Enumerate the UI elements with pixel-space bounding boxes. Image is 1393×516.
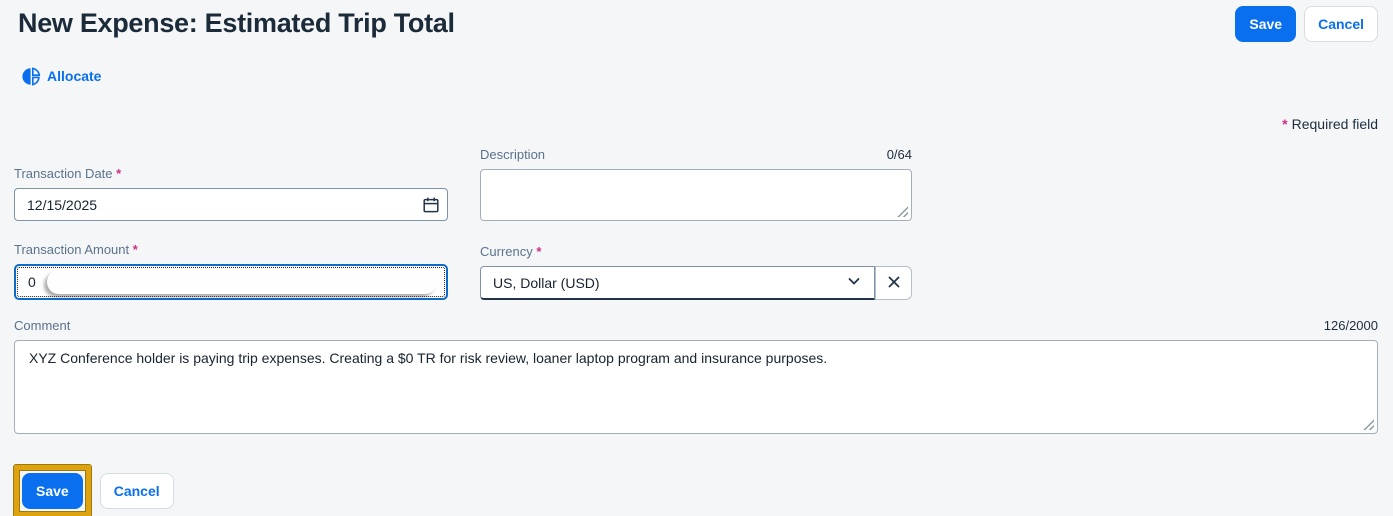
required-asterisk: *	[132, 242, 138, 257]
pie-chart-icon	[22, 66, 41, 86]
required-asterisk: *	[536, 244, 542, 259]
calendar-icon[interactable]	[422, 196, 440, 214]
cancel-button[interactable]: Cancel	[1304, 6, 1378, 42]
form-row-2: Transaction Amount * Currency * US, Doll…	[14, 239, 1378, 300]
form-footer: Save Cancel	[14, 465, 1378, 516]
resize-handle-icon[interactable]	[1363, 419, 1374, 430]
save-button[interactable]: Save	[1235, 6, 1297, 42]
comment-label: Comment	[14, 318, 71, 333]
description-textarea[interactable]	[481, 170, 911, 220]
currency-clear-button[interactable]	[875, 266, 912, 300]
currency-field: Currency * US, Dollar (USD)	[480, 241, 912, 300]
header-actions: Save Cancel	[1235, 6, 1378, 42]
resize-handle-icon[interactable]	[897, 206, 908, 217]
comment-field: Comment 126/2000 XYZ Conference holder i…	[14, 315, 1378, 434]
currency-select[interactable]: US, Dollar (USD)	[480, 266, 875, 300]
required-asterisk: *	[1282, 116, 1288, 132]
comment-char-counter: 126/2000	[1323, 318, 1378, 333]
description-label: Description	[480, 147, 546, 162]
transaction-date-label: Transaction Date *	[14, 166, 122, 181]
allocate-label: Allocate	[47, 68, 102, 84]
footer-save-button[interactable]: Save	[22, 473, 83, 509]
transaction-amount-label: Transaction Amount *	[14, 242, 138, 257]
save-highlight-box: Save	[14, 465, 91, 516]
currency-label: Currency *	[480, 244, 542, 259]
chevron-down-icon	[846, 273, 862, 292]
page-title: New Expense: Estimated Trip Total	[18, 8, 455, 38]
clear-x-icon	[886, 274, 902, 293]
transaction-amount-field: Transaction Amount *	[14, 239, 448, 300]
transaction-amount-input[interactable]	[16, 266, 446, 298]
form-row-1: Transaction Date * Description 0/64	[14, 144, 1378, 221]
comment-textarea[interactable]: XYZ Conference holder is paying trip exp…	[15, 341, 1377, 433]
currency-value: US, Dollar (USD)	[493, 274, 600, 291]
required-note-text: Required field	[1291, 116, 1378, 132]
transaction-date-input[interactable]	[14, 188, 448, 221]
required-field-note: * Required field	[14, 116, 1378, 132]
transaction-date-field: Transaction Date *	[14, 163, 448, 221]
form-header: New Expense: Estimated Trip Total Save C…	[14, 6, 1378, 42]
description-char-counter: 0/64	[886, 147, 912, 162]
toolbar: Allocate	[14, 66, 1378, 86]
description-field: Description 0/64	[480, 144, 912, 221]
footer-cancel-button[interactable]: Cancel	[99, 473, 174, 509]
allocate-button[interactable]: Allocate	[22, 66, 102, 86]
transaction-amount-focused-wrap	[14, 264, 448, 300]
required-asterisk: *	[116, 166, 122, 181]
